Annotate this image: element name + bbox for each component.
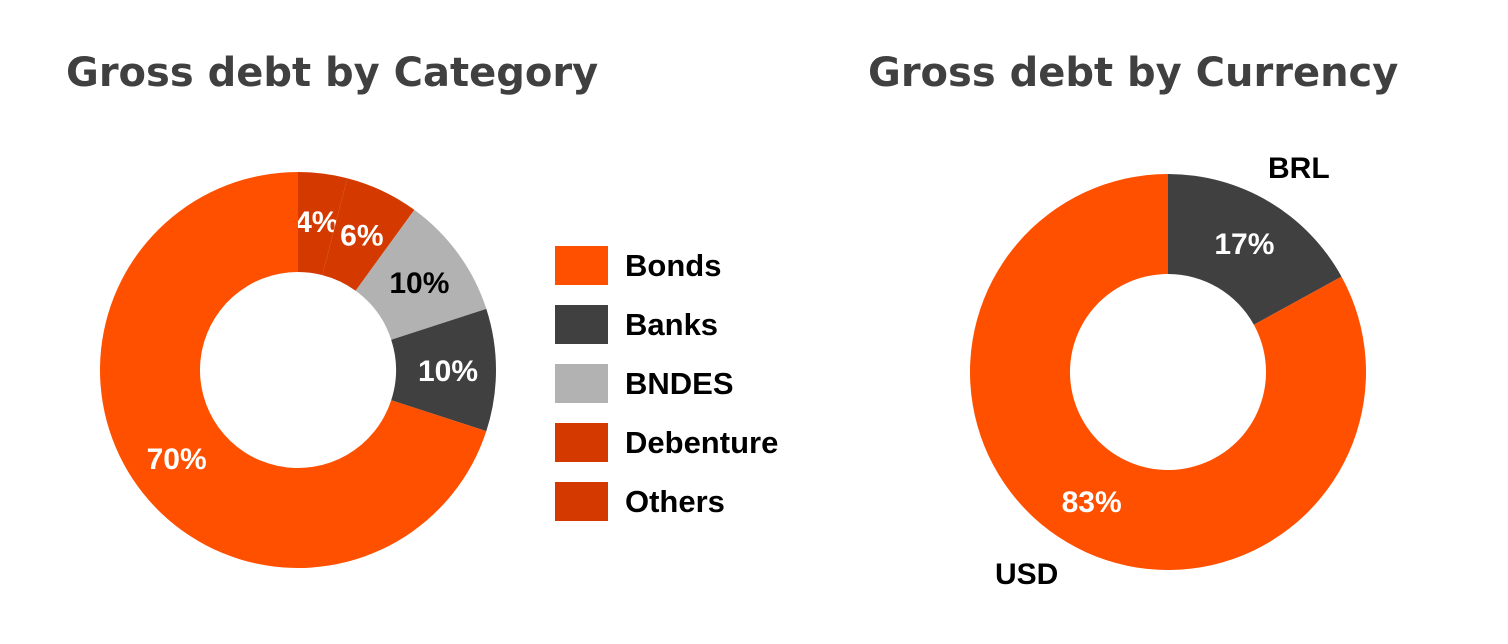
usd-category-label: USD	[995, 558, 1059, 591]
legend-item-debenture: Debenture	[555, 413, 778, 472]
legend-item-banks: Banks	[555, 295, 778, 354]
slice-banks	[391, 308, 497, 432]
slice-usd	[969, 174, 1367, 571]
data-label-bndes: 10%	[389, 267, 449, 300]
slice-others	[298, 172, 348, 276]
legend-item-others: Others	[555, 472, 778, 531]
legend-item-bndes: BNDES	[555, 354, 778, 413]
data-label-usd: 83%	[1062, 486, 1122, 519]
legend-swatch	[555, 364, 608, 403]
data-label-others: 4%	[295, 206, 338, 239]
category-chart-title: Gross debt by Category	[66, 50, 599, 96]
slice-bndes	[355, 209, 487, 340]
legend-label: Bonds	[625, 247, 722, 283]
legend-item-bonds: Bonds	[555, 236, 778, 295]
data-label-brl: 17%	[1214, 228, 1274, 261]
legend-label: BNDES	[625, 365, 734, 401]
currency-chart-title: Gross debt by Currency	[868, 50, 1399, 96]
data-label-debenture: 6%	[340, 219, 383, 252]
slice-brl	[1168, 174, 1342, 325]
slice-bonds	[100, 172, 487, 569]
category-legend: Bonds Banks BNDES Debenture Others	[555, 236, 778, 531]
legend-swatch	[555, 423, 608, 462]
data-label-bonds: 70%	[147, 443, 207, 476]
legend-swatch	[555, 305, 608, 344]
brl-category-label: BRL	[1268, 152, 1330, 185]
slice-debenture	[322, 178, 415, 291]
legend-label: Banks	[625, 306, 719, 342]
legend-swatch	[555, 246, 608, 285]
legend-label: Debenture	[625, 424, 779, 460]
data-label-banks: 10%	[418, 355, 478, 388]
legend-swatch	[555, 482, 608, 521]
legend-label: Others	[625, 483, 725, 519]
